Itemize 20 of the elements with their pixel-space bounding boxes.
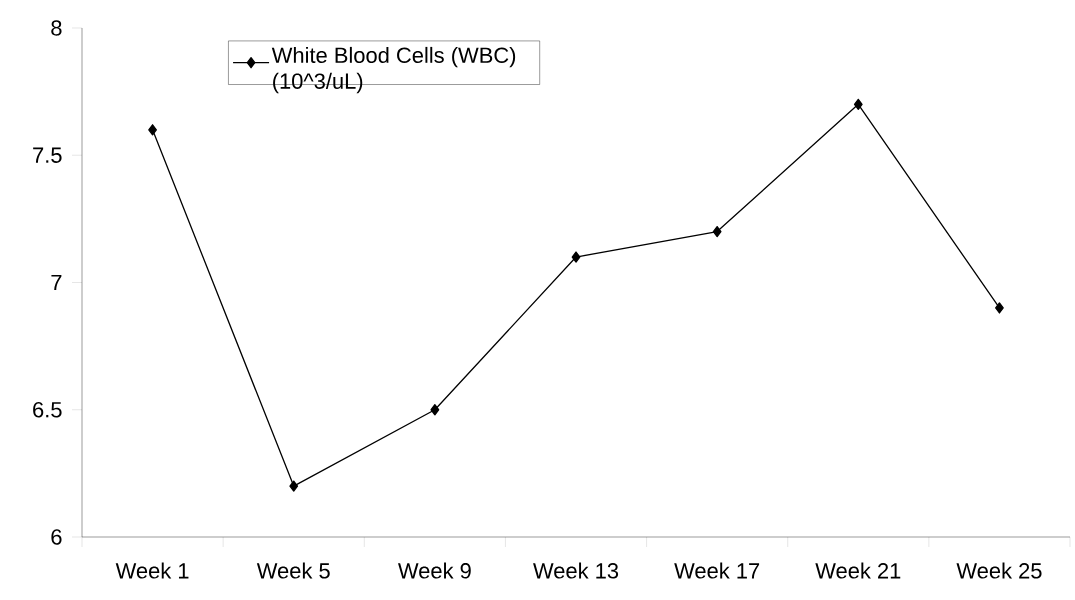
x-tick-label: Week 13 bbox=[533, 562, 619, 579]
point bbox=[289, 480, 299, 492]
y-tick-label: 7.5 bbox=[33, 147, 62, 163]
point bbox=[148, 124, 157, 136]
point bbox=[571, 251, 581, 263]
x-tick-label: Week 1 bbox=[115, 562, 189, 579]
point bbox=[995, 302, 1004, 314]
x-tick-label: Week 5 bbox=[256, 562, 330, 579]
point bbox=[712, 225, 722, 238]
point bbox=[853, 98, 863, 110]
y-tick-label: 6.5 bbox=[33, 401, 62, 418]
y-tick-label: 8 bbox=[51, 20, 62, 36]
point bbox=[430, 404, 440, 416]
x-tick-label: Week 9 bbox=[398, 562, 471, 579]
x-tick-label: Week 17 bbox=[674, 562, 760, 579]
x-tick-label: Week 25 bbox=[956, 562, 1042, 579]
y-tick-label: 7 bbox=[51, 274, 62, 291]
y-tick-label: 6 bbox=[51, 529, 62, 545]
legend-label: White Blood Cells (WBC) (10^3/uL) bbox=[271, 46, 516, 94]
x-tick-label: Week 21 bbox=[815, 562, 901, 579]
